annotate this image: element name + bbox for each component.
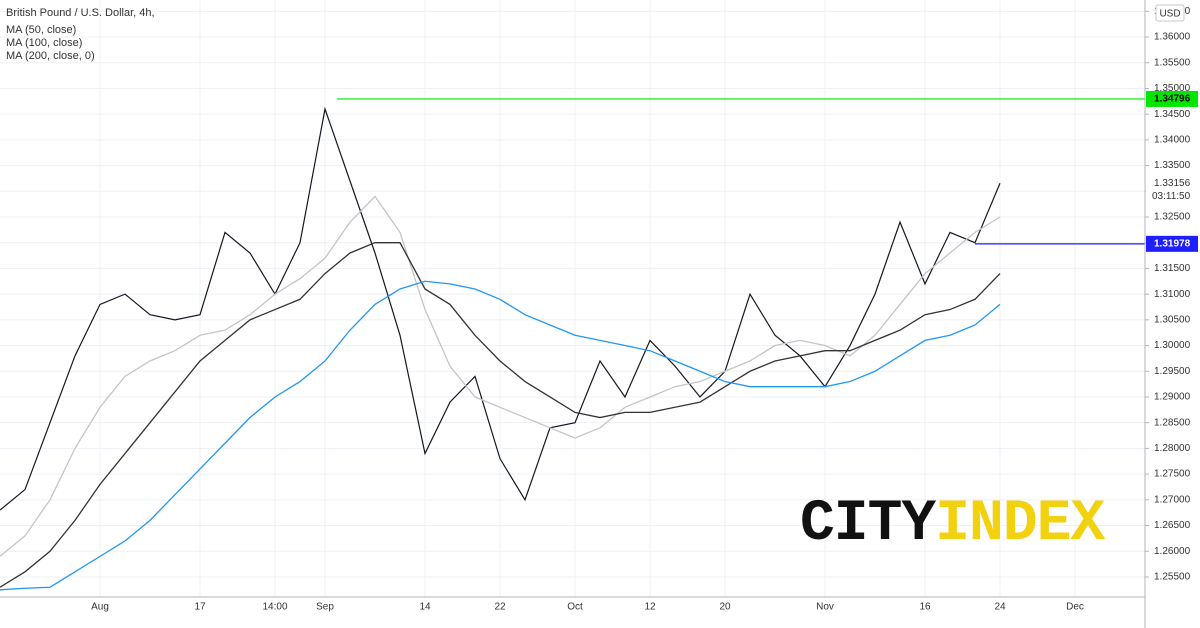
y-tick-label: 1.34000 (1154, 135, 1191, 146)
y-tick-label: 1.28000 (1154, 443, 1191, 454)
grid (0, 0, 1145, 597)
level-label: 1.31978 (1154, 238, 1191, 249)
x-tick-label: Aug (91, 602, 109, 613)
y-tick-label: 1.33500 (1154, 160, 1191, 171)
y-tick-label: 1.28500 (1154, 417, 1191, 428)
series-line (0, 242, 1001, 588)
series-line (0, 106, 1001, 511)
logo-city: CITY (800, 492, 936, 557)
logo-index: INDEX (935, 492, 1105, 557)
y-tick-label: 1.27000 (1154, 494, 1191, 505)
x-tick-label: 14:00 (262, 602, 287, 613)
y-tick-label: 1.29000 (1154, 392, 1191, 403)
y-tick-label: 1.26000 (1154, 546, 1191, 557)
logo: CITYINDEX (800, 492, 1105, 557)
x-tick-label: Sep (316, 602, 334, 613)
x-tick-label: Dec (1066, 602, 1084, 613)
y-tick-label: 1.25500 (1154, 572, 1191, 583)
plot (0, 98, 1145, 591)
currency-badge (1155, 4, 1185, 22)
x-tick-label: 12 (644, 602, 656, 613)
y-tick-label: 1.30000 (1154, 340, 1191, 351)
y-tick-label: 1.30500 (1154, 314, 1191, 325)
chart-title: British Pound / U.S. Dollar, 4h, (6, 7, 155, 19)
y-tick-label: 1.35500 (1154, 57, 1191, 68)
legend-entry: MA (50, close) (6, 24, 76, 36)
y-tick-label: 1.27500 (1154, 469, 1191, 480)
currency: USD (1159, 9, 1180, 20)
x-tick-label: 16 (919, 602, 931, 613)
level-badge (1146, 90, 1198, 107)
last-price-badge (1146, 175, 1200, 206)
last-price-label: 1.33156 (1154, 178, 1191, 189)
legend-entry: MA (200, close, 0) (6, 50, 95, 62)
y-tick-label: 1.26500 (1154, 520, 1191, 531)
legend: MA (50, close)MA (100, close)MA (200, cl… (6, 24, 95, 62)
countdown-label: 03:11:50 (1152, 191, 1191, 202)
y-tick-label: 1.31000 (1154, 289, 1191, 300)
y-tick-label: 1.29500 (1154, 366, 1191, 377)
series-line (0, 195, 1001, 557)
x-tick-label: 24 (994, 602, 1006, 613)
x-tick-label: Oct (567, 602, 583, 613)
y-tick-label: 1.32500 (1154, 212, 1191, 223)
x-tick-label: 22 (494, 602, 506, 613)
y-tick-label: 1.35000 (1154, 83, 1191, 94)
legend-entry: MA (100, close) (6, 37, 82, 49)
y-tick-label: 1.34500 (1154, 109, 1191, 120)
y-tick-label: 1.31500 (1154, 263, 1191, 274)
y-tick-label: 1.36000 (1154, 32, 1191, 43)
series-line (0, 280, 1001, 591)
x-tick-label: 14 (419, 602, 431, 613)
x-tick-label: 20 (719, 602, 731, 613)
level-label: 1.34796 (1154, 94, 1191, 105)
x-tick-label: Nov (816, 602, 834, 613)
level-badge (1146, 235, 1198, 252)
x-tick-label: 17 (194, 602, 206, 613)
